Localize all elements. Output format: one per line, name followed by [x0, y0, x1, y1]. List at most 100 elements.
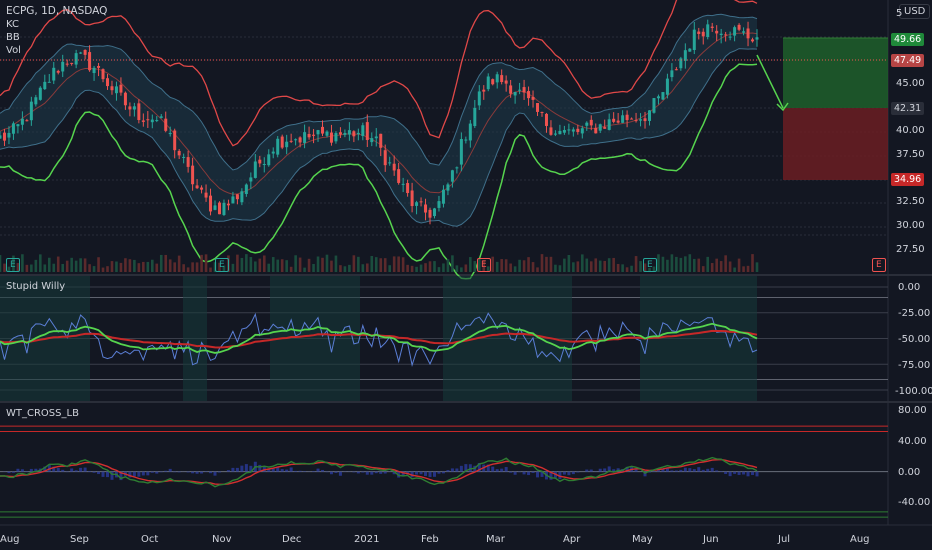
wt-histogram	[374, 471, 378, 474]
volume-bar	[164, 254, 168, 272]
wt-histogram	[11, 471, 15, 473]
volume-bar	[639, 261, 642, 272]
indicator-vol-label[interactable]: Vol	[6, 45, 21, 56]
wt-histogram	[500, 468, 504, 472]
wt-histogram	[244, 464, 248, 472]
volume-bar	[204, 254, 208, 272]
volume-bar	[755, 262, 759, 272]
wt-histogram	[549, 471, 553, 480]
volume-bar	[200, 254, 203, 272]
keltner-upper	[0, 13, 758, 171]
candle-body	[298, 137, 302, 143]
candle-body	[441, 189, 445, 204]
volume-bar	[325, 254, 329, 272]
candle-body	[244, 184, 248, 195]
volume-bar	[616, 263, 620, 272]
wt-histogram	[361, 471, 365, 473]
candle-body	[630, 118, 634, 120]
wt-histogram	[392, 471, 396, 475]
volume-bar	[370, 255, 374, 272]
wt-histogram	[191, 471, 195, 474]
volume-bar	[567, 254, 571, 272]
currency-button[interactable]: USD	[899, 4, 931, 19]
volume-bar	[715, 258, 718, 272]
candle-body	[527, 91, 531, 99]
volume-bar	[88, 264, 91, 272]
wt-histogram	[571, 471, 575, 475]
candle-body	[625, 114, 629, 121]
wt-histogram	[742, 471, 746, 475]
indicator-bb-label[interactable]: BB	[6, 32, 20, 43]
volume-bar	[724, 255, 727, 272]
candle-body	[643, 118, 647, 122]
volume-bar	[477, 259, 481, 272]
volume-bar	[262, 255, 266, 272]
candle-body	[92, 67, 96, 74]
wt-histogram	[518, 471, 522, 473]
osc1-tick: -100.00	[895, 386, 932, 397]
candle-body	[598, 124, 602, 131]
earnings-marker[interactable]: E	[6, 258, 20, 272]
volume-bar	[410, 265, 414, 272]
candle-body	[7, 132, 11, 138]
wt-histogram	[634, 469, 638, 472]
wt-histogram	[262, 466, 266, 472]
wt-histogram	[43, 466, 47, 472]
wt-histogram	[719, 471, 723, 472]
volume-bar	[303, 267, 306, 272]
volume-bar	[733, 267, 736, 272]
candle-body	[706, 24, 710, 38]
candle-body	[114, 86, 118, 94]
candle-body	[29, 101, 33, 121]
wt-histogram	[186, 471, 190, 473]
candle-body	[397, 169, 401, 183]
volume-bar	[379, 258, 383, 272]
candle-body	[352, 131, 356, 137]
candle-body	[647, 110, 651, 121]
volume-bar	[271, 257, 275, 272]
volume-bar	[47, 257, 51, 272]
candle-body	[52, 67, 56, 81]
volume-bar	[684, 256, 687, 272]
indicator-kc-label[interactable]: KC	[6, 19, 19, 30]
wt-histogram	[70, 468, 74, 472]
candle-body	[401, 183, 405, 185]
wt-histogram	[383, 471, 387, 474]
earnings-marker[interactable]: E	[215, 258, 229, 272]
volume-bar	[25, 264, 29, 272]
candle-body	[280, 136, 284, 148]
volume-bar	[688, 254, 692, 272]
wt-histogram	[562, 471, 566, 475]
wt-histogram	[495, 469, 499, 472]
volume-bar	[258, 258, 262, 272]
wt-histogram	[334, 471, 338, 473]
earnings-marker[interactable]: E	[643, 258, 657, 272]
earnings-marker[interactable]: E	[872, 258, 886, 272]
volume-bar	[137, 263, 141, 272]
wt-histogram	[558, 471, 562, 480]
wt-histogram	[665, 468, 669, 472]
volume-bar	[101, 267, 105, 272]
candle-body	[294, 139, 298, 141]
stupid-willy-title[interactable]: Stupid Willy	[6, 281, 66, 292]
symbol-title[interactable]: ECPG, 1D, NASDAQ	[6, 5, 108, 17]
wt-histogram	[97, 471, 101, 475]
volume-bar	[598, 260, 602, 272]
willy-line	[0, 312, 758, 367]
volume-bar	[666, 259, 669, 272]
earnings-marker[interactable]: E	[477, 258, 491, 272]
wt-histogram	[16, 468, 20, 472]
volume-bar	[679, 257, 683, 272]
candle-body	[437, 201, 441, 208]
wt-histogram	[513, 471, 517, 475]
wt-histogram	[56, 467, 60, 472]
volume-bar	[21, 254, 24, 272]
wt-histogram	[164, 470, 168, 472]
volume-bar	[621, 264, 624, 272]
wt-histogram	[195, 471, 199, 474]
volume-bar	[110, 261, 114, 272]
volume-bar	[245, 254, 248, 272]
wt-cross-title[interactable]: WT_CROSS_LB	[6, 408, 79, 419]
candle-body	[473, 107, 477, 127]
projection-arrow	[756, 54, 784, 109]
